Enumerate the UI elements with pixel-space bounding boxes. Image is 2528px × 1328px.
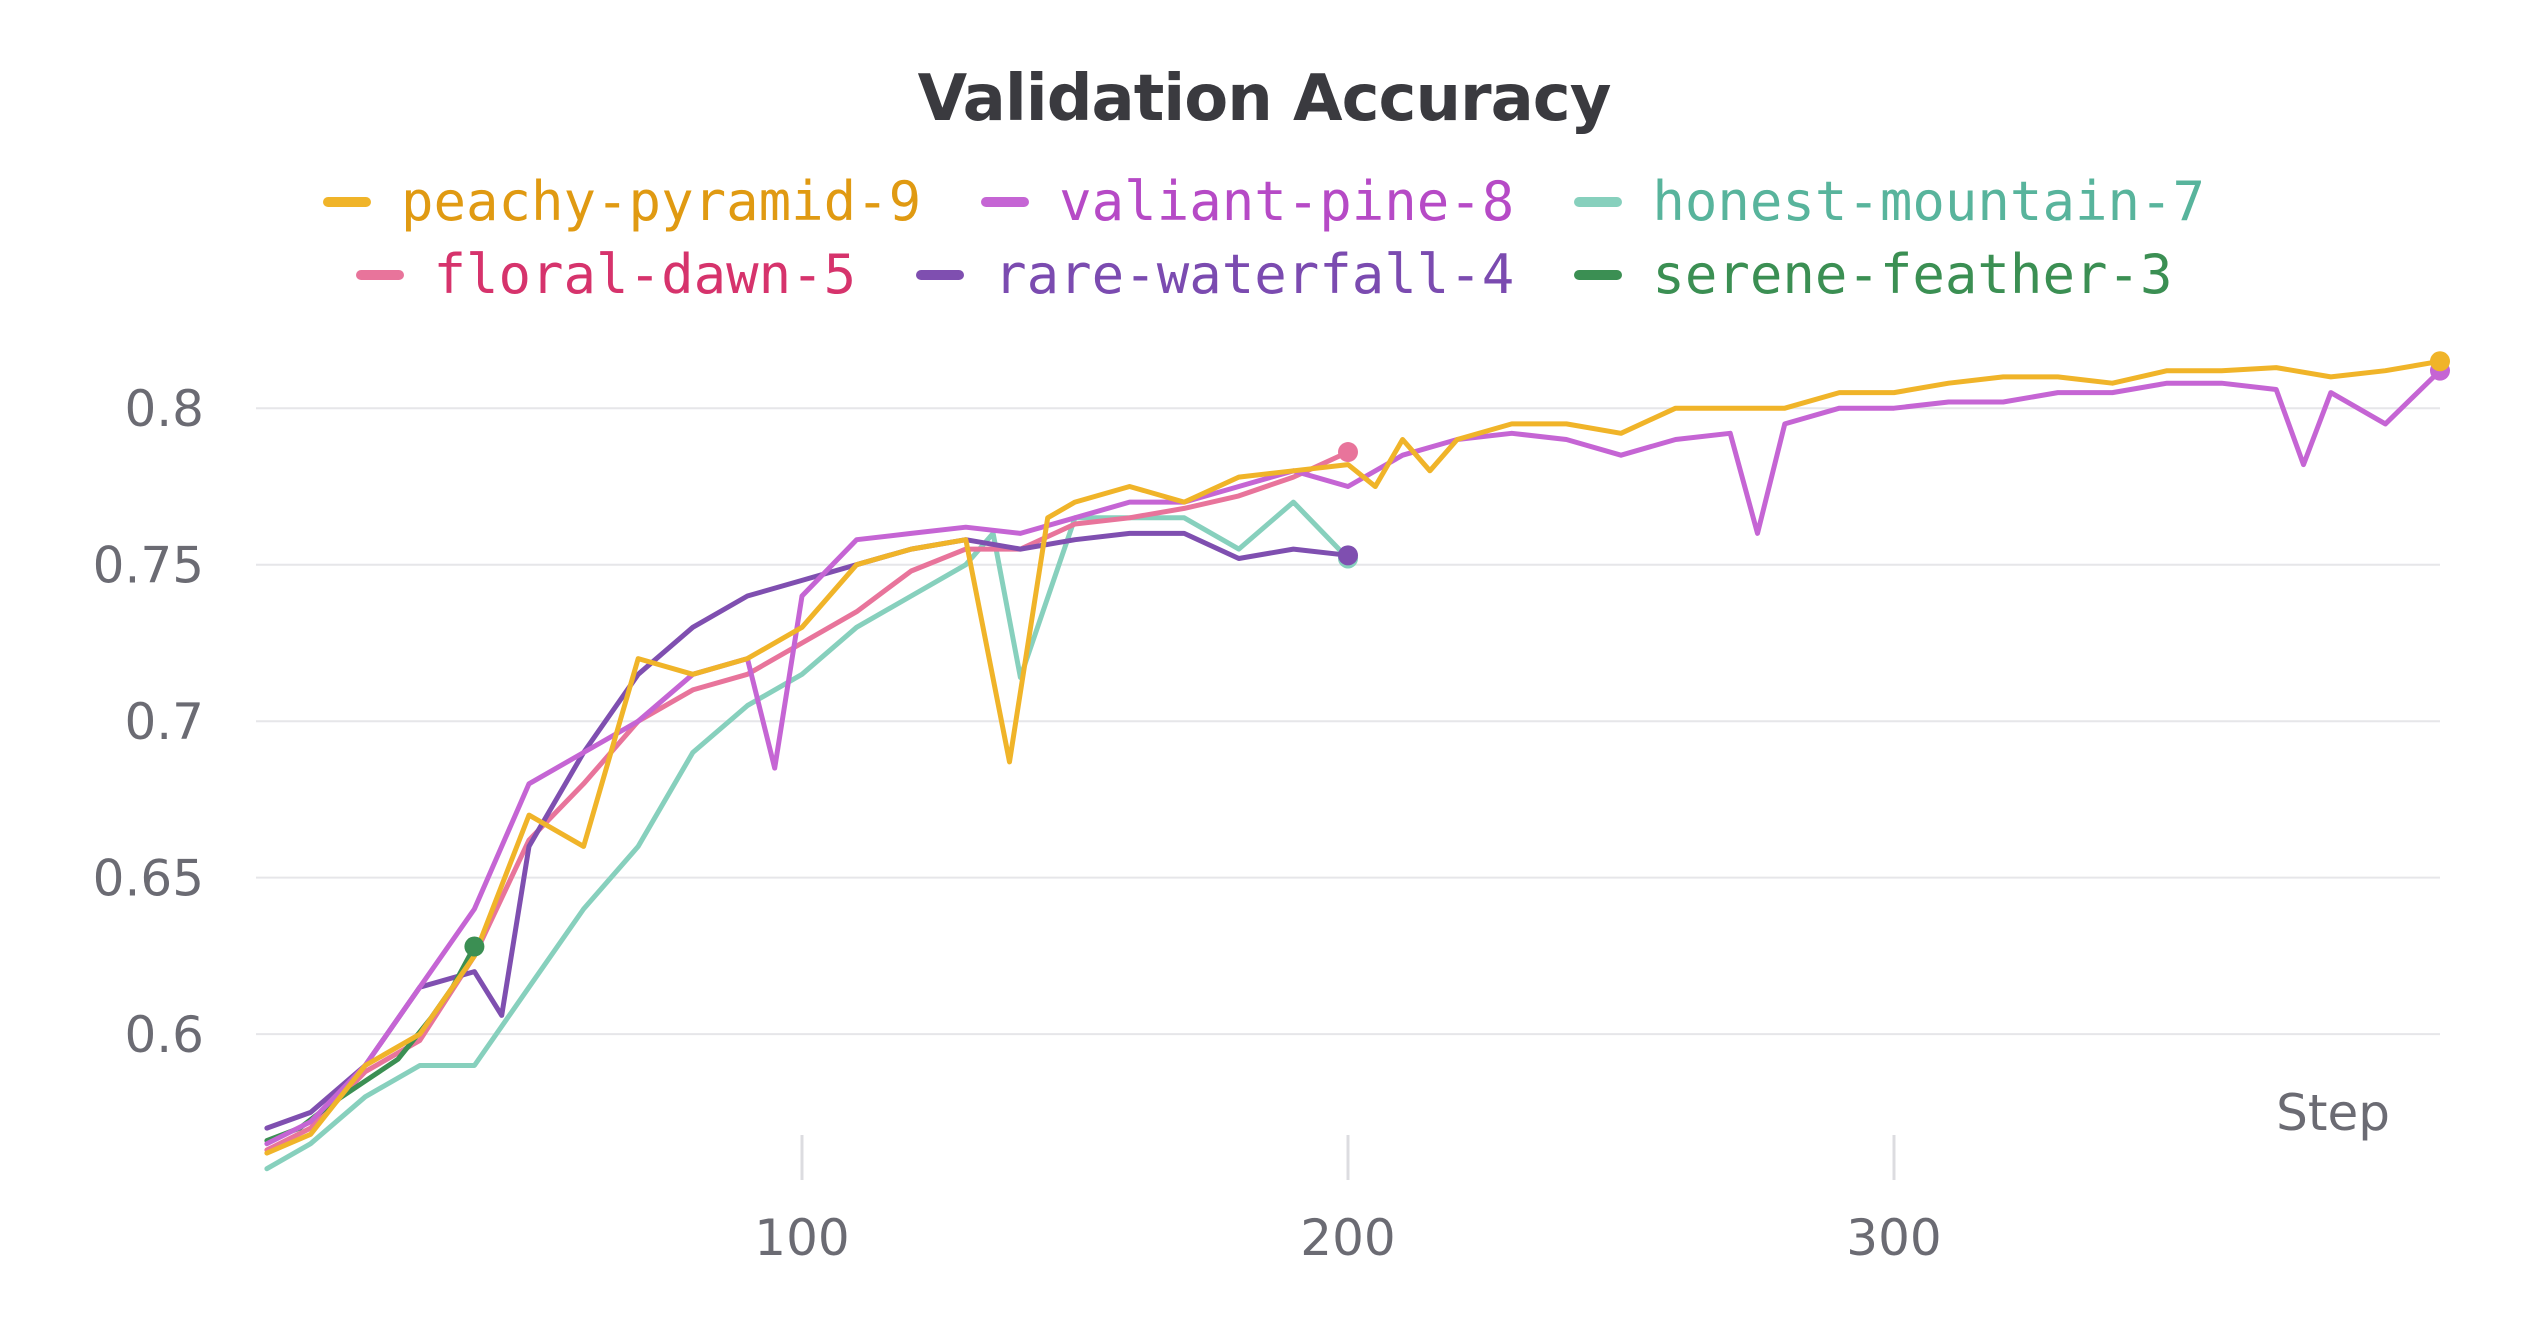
x-tick-label: 100 bbox=[754, 1209, 849, 1267]
chart-title: Validation Accuracy bbox=[917, 62, 1612, 136]
endpoint-peachy-pyramid-9 bbox=[2430, 351, 2450, 372]
legend-item-floral-dawn-5[interactable]: floral-dawn-5 bbox=[355, 243, 857, 306]
series-endpoints bbox=[464, 351, 2450, 957]
legend-swatch bbox=[355, 269, 404, 280]
legend-row-1: peachy-pyramid-9 valiant-pine-8 honest-m… bbox=[0, 170, 2528, 233]
legend-label: peachy-pyramid-9 bbox=[400, 170, 922, 233]
series-lines bbox=[264, 358, 2443, 1172]
legend-item-peachy-pyramid-9[interactable]: peachy-pyramid-9 bbox=[322, 170, 922, 233]
y-tick-label: 0.75 bbox=[93, 537, 204, 595]
endpoint-serene-feather-3 bbox=[464, 936, 485, 957]
legend-swatch bbox=[916, 269, 965, 280]
legend-item-valiant-pine-8[interactable]: valiant-pine-8 bbox=[981, 170, 1514, 233]
legend-row-2: floral-dawn-5 rare-waterfall-4 serene-fe… bbox=[0, 243, 2528, 306]
y-axis: 0.6 0.65 0.7 0.75 0.8 bbox=[93, 380, 204, 1064]
y-tick-label: 0.7 bbox=[124, 693, 204, 751]
x-tick-label: 300 bbox=[1846, 1209, 1941, 1267]
gridlines bbox=[256, 407, 2440, 1036]
legend-item-serene-feather-3[interactable]: serene-feather-3 bbox=[1574, 243, 2172, 306]
series-line-rare-waterfall-4 bbox=[264, 530, 1351, 1131]
series-line-peachy-pyramid-9 bbox=[264, 358, 2443, 1156]
y-tick-label: 0.65 bbox=[93, 850, 204, 908]
legend-item-honest-mountain-7[interactable]: honest-mountain-7 bbox=[1574, 170, 2205, 233]
series-line-valiant-pine-8 bbox=[264, 368, 2443, 1147]
y-tick-label: 0.8 bbox=[124, 380, 204, 438]
legend-item-rare-waterfall-4[interactable]: rare-waterfall-4 bbox=[916, 243, 1514, 306]
legend-label: valiant-pine-8 bbox=[1059, 170, 1515, 233]
legend-swatch bbox=[981, 196, 1030, 207]
legend-label: serene-feather-3 bbox=[1652, 243, 2173, 306]
legend-label: honest-mountain-7 bbox=[1652, 170, 2205, 233]
legend-swatch bbox=[1574, 196, 1623, 207]
endpoint-rare-waterfall-4 bbox=[1338, 545, 1358, 566]
y-tick-label: 0.6 bbox=[124, 1006, 204, 1064]
legend-swatch bbox=[1574, 269, 1623, 280]
legend-swatch bbox=[322, 196, 371, 207]
legend-label: rare-waterfall-4 bbox=[994, 243, 1515, 306]
series-line-floral-dawn-5 bbox=[264, 449, 1351, 1153]
x-tick-label: 200 bbox=[1300, 1209, 1395, 1267]
x-axis-label: Step bbox=[2276, 1084, 2390, 1142]
series-line-honest-mountain-7 bbox=[264, 499, 1351, 1172]
endpoint-floral-dawn-5 bbox=[1338, 442, 1358, 463]
x-axis: 100 200 300 bbox=[754, 1135, 1942, 1267]
legend-label: floral-dawn-5 bbox=[433, 243, 857, 306]
series-line-serene-feather-3 bbox=[264, 944, 477, 1144]
